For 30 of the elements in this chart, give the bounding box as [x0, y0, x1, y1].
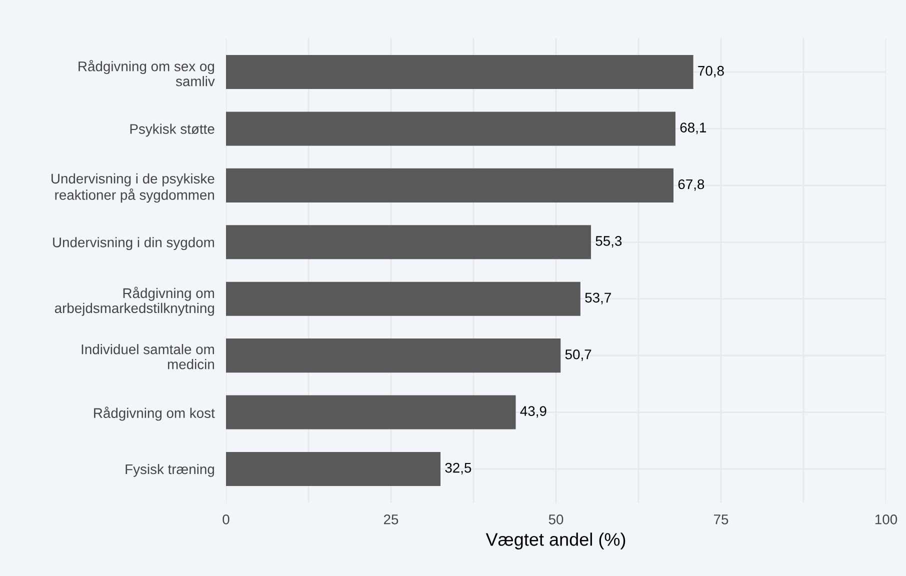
- data-label: 50,7: [565, 349, 592, 361]
- y-tick-label: Individuel samtale om medicin: [82, 344, 214, 370]
- x-tick-label: 0: [222, 514, 230, 524]
- bar: [226, 395, 516, 430]
- bar: [226, 282, 580, 316]
- data-label: 70,8: [698, 66, 724, 78]
- data-label: 32,5: [445, 462, 472, 474]
- x-axis-title: Vægtet andel (%): [486, 532, 626, 550]
- y-tick-label: Fysisk træning: [126, 464, 214, 477]
- x-tick-label: 75: [714, 514, 728, 524]
- bar: [226, 338, 561, 373]
- y-tick-label: Rådgivning om kost: [94, 406, 215, 421]
- y-tick-label: Undervisning i de psykiske reaktioner på sygdommen: [52, 173, 214, 203]
- bar: [226, 168, 674, 202]
- data-label: 67,8: [678, 179, 704, 191]
- data-label: 55,3: [596, 236, 622, 248]
- bar: [226, 55, 694, 90]
- y-tick-label: Undervisning i din sygdom: [53, 237, 214, 250]
- y-tick-label: Rådgivning om sex og samliv: [78, 60, 215, 86]
- y-tick-label: Rådgivning om arbejdsmarkedstilknytning: [54, 286, 214, 316]
- y-tick-label: Psykisk støtte: [130, 124, 214, 137]
- bar: [226, 112, 676, 146]
- data-label: 53,7: [585, 292, 611, 304]
- bar: [226, 225, 591, 260]
- data-label: 68,1: [680, 122, 706, 134]
- data-label: 43,9: [520, 406, 546, 418]
- x-tick-label: 100: [875, 514, 898, 524]
- x-tick-label: 25: [384, 514, 398, 524]
- x-tick-label: 50: [548, 514, 564, 524]
- bar: [226, 452, 440, 486]
